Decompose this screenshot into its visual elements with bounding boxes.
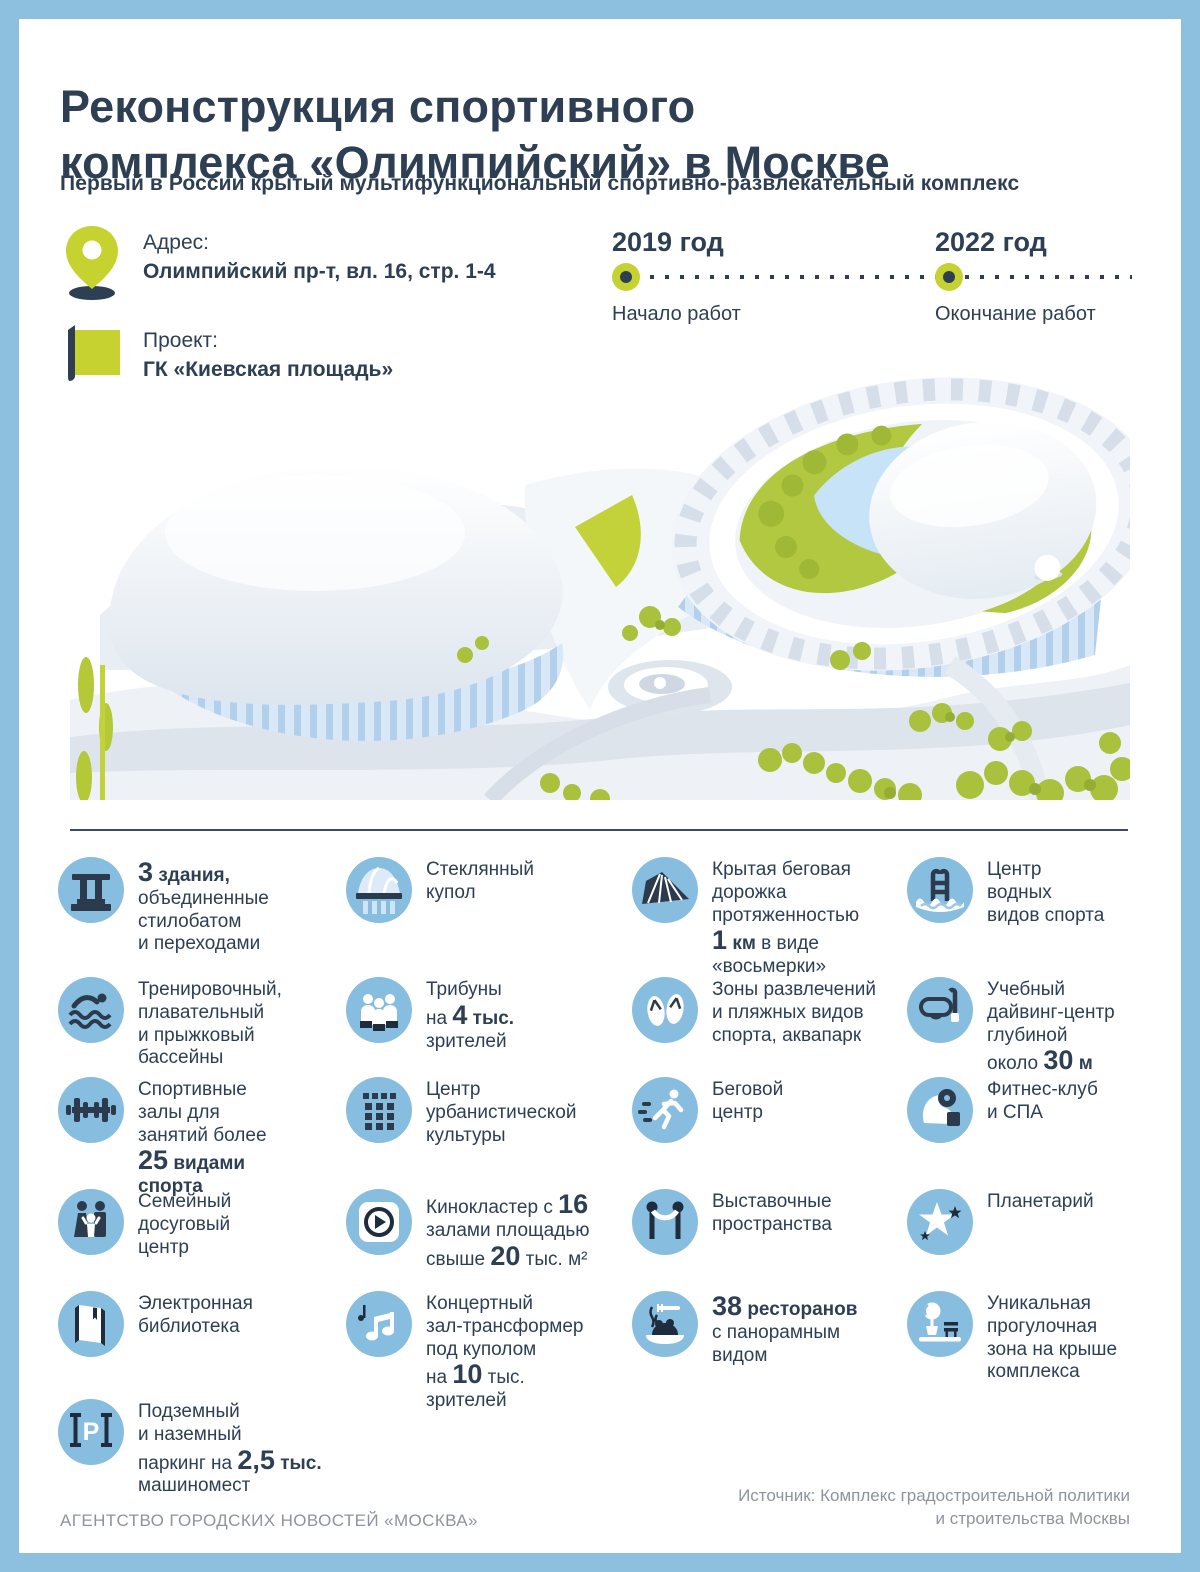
feature-item: Кинокластер с 16 залами площадью свыше 20 … <box>346 1189 632 1271</box>
feature-text: 38 ресторанов с панорамным видом <box>712 1291 858 1366</box>
feature-item: Уникальная прогулочная зона на крыше компле… <box>907 1291 1152 1384</box>
complex-illustration <box>70 377 1130 800</box>
feature-item: Центр урбанистической культуры <box>346 1077 632 1147</box>
page-subtitle: Первый в России крытый мультифункциональ… <box>60 172 1020 195</box>
feature-text: Концертный зал-трансформер под куполом на 1… <box>426 1293 584 1412</box>
beach-icon <box>632 977 698 1043</box>
project-flag-icon <box>65 323 121 383</box>
timeline-start-year: 2019 год <box>612 227 724 257</box>
timeline-end-label: Окончание работ <box>935 303 1096 325</box>
running-track-icon <box>632 857 698 923</box>
glass-dome-icon <box>346 857 412 923</box>
tribunes-icon <box>346 977 412 1043</box>
feature-item: Электронная библиотека <box>58 1291 346 1357</box>
cinema-icon <box>346 1189 412 1255</box>
urban-culture-icon <box>346 1077 412 1143</box>
feature-item: Концертный зал-трансформер под куполом на 1… <box>346 1291 632 1413</box>
svg-text:P: P <box>83 1418 100 1446</box>
feature-item: Центр водных видов спорта <box>907 857 1152 927</box>
feature-item: Планетарий <box>907 1189 1152 1255</box>
timeline-end-dot <box>935 263 963 291</box>
feature-item: Выставочные пространства <box>632 1189 907 1255</box>
features-grid: 3 здания, объединенные стилобатом и переход… <box>58 857 1152 1498</box>
timeline-start-dot <box>612 263 640 291</box>
feature-item: Фитнес-клуб и СПА <box>907 1077 1152 1143</box>
water-sports-icon <box>907 857 973 923</box>
feature-text: Центр урбанистической культуры <box>426 1079 577 1146</box>
feature-text: Тренировочный, плавательный и прыжковый бас… <box>138 979 282 1069</box>
feature-text: Фитнес-клуб и СПА <box>987 1079 1098 1123</box>
family-icon <box>58 1189 124 1255</box>
feature-text: Крытая беговая дорожка протяженностью 1 км … <box>712 859 860 978</box>
feature-item: Крытая беговая дорожка протяженностью 1 км … <box>632 857 907 979</box>
feature-text: Уникальная прогулочная зона на крыше компле… <box>987 1293 1118 1383</box>
feature-item: 3 здания, объединенные стилобатом и переход… <box>58 857 346 956</box>
exhibition-icon <box>632 1189 698 1255</box>
diving-icon <box>907 977 973 1043</box>
feature-text: Стеклянный купол <box>426 859 534 903</box>
feature-text: Трибуны на 4 тыс. зрителей <box>426 979 515 1052</box>
feature-text: Учебный дайвинг-центр глубиной около 30 м <box>987 979 1115 1076</box>
swimmer-icon <box>58 977 124 1043</box>
address-value: Олимпийский пр-т, вл. 16, стр. 1-4 <box>143 260 496 284</box>
feature-item: Тренировочный, плавательный и прыжковый бас… <box>58 977 346 1070</box>
feature-item: Спортивные залы для занятий более 25 видами… <box>58 1077 346 1199</box>
planetarium-icon <box>907 1189 973 1255</box>
feature-text: Зоны развлечений и пляжных видов спорта, а… <box>712 979 876 1046</box>
feature-item: Беговой центр <box>632 1077 907 1143</box>
feature-text: Спортивные залы для занятий более 25 видами… <box>138 1079 267 1198</box>
address-block: Адрес: Олимпийский пр-т, вл. 16, стр. 1-… <box>143 228 496 287</box>
feature-text: Выставочные пространства <box>712 1191 832 1235</box>
feature-text: Беговой центр <box>712 1079 784 1123</box>
address-label: Адрес: <box>143 231 209 254</box>
section-divider <box>70 829 1128 831</box>
concert-icon <box>346 1291 412 1357</box>
feature-text: Центр водных видов спорта <box>987 859 1105 926</box>
timeline-dotted-line <box>620 275 1132 279</box>
project-label: Проект: <box>143 329 219 352</box>
project-block: Проект: ГК «Киевская площадь» <box>143 326 393 385</box>
agency-credit: АГЕНТСТВО ГОРОДСКИХ НОВОСТЕЙ «МОСКВА» <box>60 1511 478 1530</box>
timeline-end-year: 2022 год <box>935 227 1047 257</box>
feature-item: 38 ресторанов с панорамным видом <box>632 1291 907 1367</box>
dumbbell-icon <box>58 1077 124 1143</box>
feature-text: 3 здания, объединенные стилобатом и переход… <box>138 857 269 955</box>
feature-text: Семейный досуговый центр <box>138 1191 232 1258</box>
roof-walk-icon <box>907 1291 973 1357</box>
feature-text: Планетарий <box>987 1191 1094 1212</box>
restaurants-icon <box>632 1291 698 1357</box>
feature-item: Трибуны на 4 тыс. зрителей <box>346 977 632 1053</box>
feature-item: Учебный дайвинг-центр глубиной около 30 м <box>907 977 1152 1076</box>
timeline: 2019 год 2022 год Начало работ Окончание… <box>612 227 1134 339</box>
feature-item: P Подземный и наземный паркинг на 2,5 тыс.… <box>58 1399 346 1498</box>
parking-icon: P <box>58 1399 124 1465</box>
feature-item: Семейный досуговый центр <box>58 1189 346 1259</box>
source-credit: Источник: Комплекс градостроительной пол… <box>738 1486 1130 1528</box>
feature-item: Зоны развлечений и пляжных видов спорта, а… <box>632 977 907 1047</box>
fitness-icon <box>907 1077 973 1143</box>
page-title: Реконструкция спортивного комплекса «Олим… <box>60 81 890 189</box>
stylobate-icon <box>58 857 124 923</box>
feature-text: Электронная библиотека <box>138 1293 253 1337</box>
feature-text: Подземный и наземный паркинг на 2,5 тыс. ма… <box>138 1401 322 1497</box>
project-value: ГК «Киевская площадь» <box>143 358 394 382</box>
feature-text: Кинокластер с 16 залами площадью свыше 20 … <box>426 1189 590 1271</box>
feature-item: Стеклянный купол <box>346 857 632 923</box>
timeline-start-label: Начало работ <box>612 303 741 325</box>
library-icon <box>58 1291 124 1357</box>
location-pin-icon <box>63 225 121 301</box>
runner-icon <box>632 1077 698 1143</box>
